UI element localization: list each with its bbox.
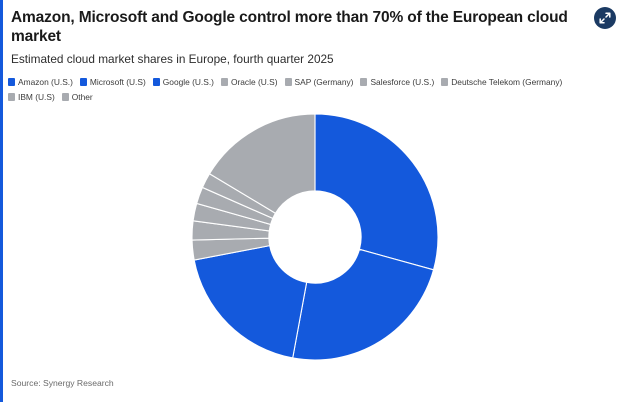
donut-chart-area: Amazon (U.S.): 29.3%Microsoft (U.S): 23.… [0,100,623,370]
legend-label: Other [71,92,93,102]
page-title: Amazon, Microsoft and Google control mor… [11,9,568,45]
legend-label: Oracle (U.S) [230,77,278,87]
legend-item[interactable]: IBM (U.S) [8,91,55,103]
legend-label: Salesforce (U.S.) [370,77,435,87]
chart-legend: Amazon (U.S.) Microsoft (U.S) Google (U.S.… [8,76,616,106]
legend-item[interactable]: Salesforce (U.S.) [360,76,434,88]
legend-item[interactable]: Microsoft (U.S) [79,76,146,88]
legend-item[interactable]: SAP (Germany) [284,76,354,88]
legend-label: SAP (Germany) [294,77,354,87]
expand-diagonal-icon [599,12,611,24]
source-note: Source: Synergy Research [11,378,114,388]
donut-chart: Amazon (U.S.): 29.3%Microsoft (U.S): 23.… [191,113,439,361]
legend-item[interactable]: Google (U.S.) [152,76,214,88]
chart-subtitle: Estimated cloud market shares in Europe,… [11,52,334,66]
legend-swatch [79,78,87,86]
legend-item[interactable]: Oracle (U.S) [220,76,278,88]
legend-label: Microsoft (U.S) [89,77,146,87]
legend-swatch [220,78,228,86]
donut-slice[interactable]: Microsoft (U.S): 23.6% [292,248,435,361]
donut-slice[interactable]: Google (U.S.): 19.1% [193,245,308,359]
legend-swatch [152,78,160,86]
chart-header: Amazon, Microsoft and Google control mor… [11,8,586,67]
donut-slice-group: Amazon (U.S.): 29.3%Microsoft (U.S): 23.… [191,113,439,361]
legend-swatch [61,93,69,101]
legend-label: Amazon (U.S.) [18,77,73,87]
legend-label: IBM (U.S) [18,92,55,102]
legend-item[interactable]: Deutsche Telekom (Germany) [441,76,562,88]
legend-item[interactable]: Other [61,91,93,103]
left-accent-stripe [0,0,3,402]
legend-swatch [8,78,15,86]
legend-swatch [8,93,15,101]
expand-chart-button[interactable] [594,7,616,29]
donut-slice[interactable]: Other: 16.4% [208,113,316,214]
legend-swatch [441,78,449,86]
legend-swatch [360,78,368,86]
legend-label: Deutsche Telekom (Germany) [451,77,563,87]
legend-swatch [284,78,292,86]
legend-label: Google (U.S.) [162,77,214,87]
donut-slice[interactable]: Amazon (U.S.): 29.3% [314,113,439,271]
legend-item[interactable]: Amazon (U.S.) [8,76,73,88]
